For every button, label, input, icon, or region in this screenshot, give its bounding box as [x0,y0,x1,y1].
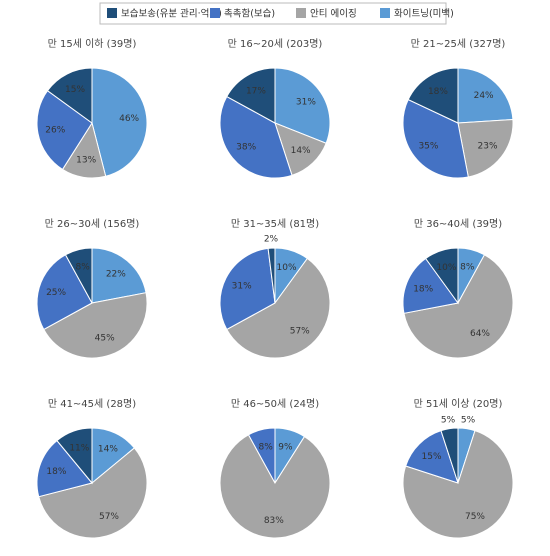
data-label: 31% [232,282,252,292]
data-label: 18% [46,467,66,477]
data-label: 24% [474,91,494,101]
data-label: 57% [99,512,119,522]
pie-slice [267,247,276,304]
data-label: 10% [436,263,456,273]
legend-box [99,2,447,25]
pie-slice [226,257,331,359]
pie-slice [403,254,514,359]
pie-slice [46,67,93,124]
chart-title: 만 16~20세 (203명) [228,38,323,50]
pie-slice [424,247,459,305]
pie-slice [219,247,276,331]
pie-slice [64,247,93,304]
data-label: 18% [428,87,448,97]
data-label: 75% [465,512,485,522]
data-label: 15% [65,85,85,95]
data-label: 14% [291,146,311,156]
data-label: 35% [418,141,438,151]
data-label: 8% [259,442,274,452]
data-label: 31% [296,97,316,107]
data-label: 46% [119,114,139,124]
chart-title: 만 26~30세 (156명) [45,218,140,230]
legend-label: 화이트닝(미백) [394,9,454,20]
data-label: 2% [264,235,279,245]
legend-swatch [296,8,306,18]
chart-title: 만 21~25세 (327명) [411,38,506,50]
pie-slice [402,257,459,314]
data-label: 38% [236,142,256,152]
data-label: 23% [478,141,498,151]
pie-slice [56,427,93,485]
data-label: 9% [278,443,293,453]
pie-slice [91,67,148,177]
pie-slice [91,247,147,304]
data-label: 17% [246,86,266,96]
pie-slice [407,67,459,124]
legend-swatch [210,8,220,18]
data-label: 5% [461,415,476,425]
data-label: 11% [69,443,89,453]
data-label: 18% [413,285,433,295]
data-label: 15% [422,452,442,462]
legend-label: 안티 에이징 [310,9,357,20]
data-label: 83% [264,516,284,526]
pie-slice [247,427,276,484]
data-label: 13% [76,155,96,165]
pie-slice [219,95,293,179]
data-label: 5% [441,415,456,425]
data-label: 14% [98,445,118,455]
data-label: 25% [46,288,66,298]
chart-title: 만 51세 이상 (20명) [414,398,503,410]
chart-title: 만 41~45세 (28명) [48,398,136,410]
legend-label: 보습보송(유분 관리·억제) [121,8,222,20]
legend-swatch [107,8,117,18]
pie-slice [402,98,469,179]
pie-slice [43,292,148,359]
pie-slice [440,427,459,484]
data-label: 26% [45,126,65,136]
data-label: 10% [277,263,297,273]
chart-title: 만 31~35세 (81명) [231,218,319,230]
pie-slice [457,67,514,124]
chart-title: 만 36~40세 (39명) [414,218,502,230]
pie-slice [219,434,331,539]
chart-title: 만 46~50세 (24명) [231,398,319,410]
chart-title: 만 15세 이하 (39명) [48,37,137,50]
data-label: 64% [470,329,490,339]
data-label: 8% [76,262,91,272]
pie-slice [38,447,148,539]
pie-slice [274,67,331,144]
pie-slice [36,254,93,331]
data-label: 22% [106,270,126,280]
pie-slice [36,89,93,171]
data-label: 45% [95,334,115,344]
legend-swatch [380,8,390,18]
data-label: 57% [290,327,310,337]
data-label: 8% [460,262,475,272]
pie-slice [402,430,514,539]
pie-slice [36,439,93,498]
legend-label: 촉촉함(보습) [224,9,275,20]
pie-slice [457,119,514,178]
pie-slice [226,67,276,124]
